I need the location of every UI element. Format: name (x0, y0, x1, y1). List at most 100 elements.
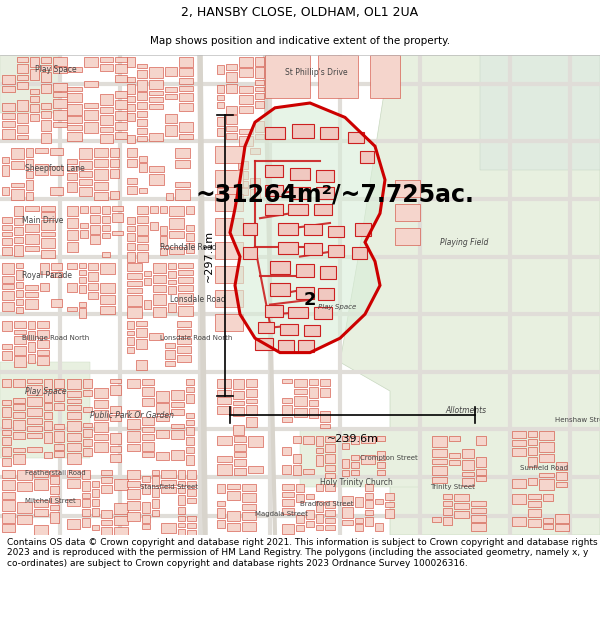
Text: Map shows position and indicative extent of the property.: Map shows position and indicative extent… (150, 36, 450, 46)
Bar (454, 503, 469, 509)
Bar (110, 446, 121, 452)
Bar (84, 57, 98, 66)
Bar (282, 417, 292, 422)
Bar (17, 482, 32, 491)
Bar (67, 433, 81, 441)
Bar (142, 434, 154, 440)
Bar (2, 419, 11, 429)
Bar (82, 470, 90, 479)
Bar (512, 494, 526, 504)
Bar (30, 114, 39, 121)
Bar (186, 426, 194, 435)
Bar (27, 433, 42, 438)
Bar (44, 421, 52, 431)
Bar (90, 236, 100, 244)
Polygon shape (230, 103, 385, 352)
Text: Bradford Street: Bradford Street (300, 501, 353, 508)
Bar (127, 112, 135, 121)
Bar (144, 271, 151, 276)
Bar (149, 174, 164, 184)
Bar (234, 468, 246, 474)
Bar (476, 436, 486, 445)
Bar (316, 170, 334, 182)
Bar (14, 245, 23, 256)
Bar (102, 225, 110, 231)
Bar (142, 426, 154, 432)
Bar (142, 417, 154, 424)
Bar (239, 86, 253, 93)
Bar (114, 503, 128, 514)
Bar (50, 512, 59, 522)
Bar (53, 92, 67, 98)
Bar (265, 184, 283, 196)
Bar (53, 57, 67, 66)
Bar (365, 501, 373, 508)
Bar (370, 55, 400, 98)
Bar (67, 206, 78, 216)
Bar (348, 132, 364, 143)
Bar (179, 93, 193, 101)
Bar (296, 526, 304, 531)
Text: St Phillip's Drive: St Phillip's Drive (285, 68, 347, 77)
Bar (528, 458, 537, 467)
Bar (156, 404, 169, 414)
Bar (127, 288, 142, 293)
Bar (94, 388, 108, 398)
Bar (242, 521, 256, 531)
Bar (316, 501, 323, 512)
Bar (51, 299, 62, 306)
Bar (217, 501, 225, 506)
Bar (51, 272, 62, 277)
Bar (316, 448, 323, 453)
Bar (227, 522, 240, 531)
Bar (25, 246, 39, 251)
Bar (342, 443, 349, 449)
Bar (67, 166, 77, 171)
Bar (2, 408, 11, 417)
Bar (161, 522, 176, 533)
Bar (127, 104, 135, 111)
Bar (226, 106, 237, 114)
Bar (243, 247, 257, 259)
Bar (50, 470, 59, 474)
Bar (255, 338, 273, 350)
Bar (13, 412, 25, 418)
Bar (67, 68, 82, 72)
Bar (37, 321, 49, 328)
Bar (50, 148, 63, 155)
Bar (543, 518, 553, 522)
Bar (355, 518, 363, 522)
Bar (83, 379, 92, 388)
Bar (165, 114, 177, 123)
Bar (239, 136, 253, 146)
Bar (215, 218, 243, 236)
Bar (127, 96, 135, 102)
Bar (226, 170, 236, 175)
Bar (239, 106, 253, 112)
Bar (2, 447, 11, 456)
Bar (14, 321, 26, 328)
Bar (67, 399, 81, 404)
Bar (215, 242, 243, 259)
Bar (169, 206, 184, 216)
Bar (41, 103, 51, 109)
Bar (100, 94, 113, 105)
Bar (142, 515, 150, 522)
Bar (314, 308, 332, 319)
Bar (127, 501, 140, 510)
Bar (186, 379, 194, 385)
Bar (34, 509, 48, 516)
Bar (115, 57, 127, 62)
Bar (226, 64, 237, 71)
Bar (2, 238, 12, 245)
Bar (127, 252, 135, 262)
Bar (25, 286, 38, 290)
Bar (168, 286, 176, 294)
Bar (26, 192, 33, 200)
Bar (16, 290, 23, 297)
Bar (175, 159, 190, 168)
Bar (432, 436, 447, 447)
Bar (325, 526, 335, 530)
Bar (375, 499, 383, 504)
Bar (79, 286, 86, 293)
